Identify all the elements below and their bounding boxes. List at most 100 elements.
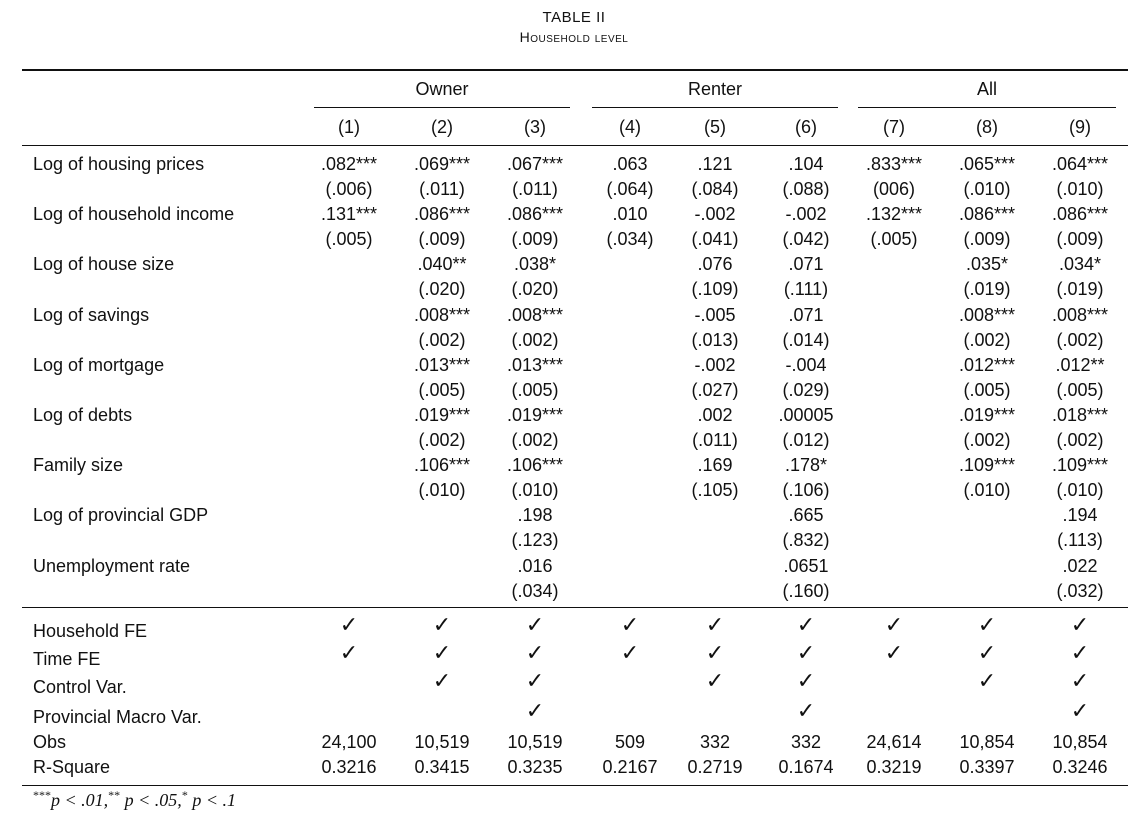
- indicator-label: Time FE: [33, 649, 101, 669]
- standard-error: (.009): [963, 229, 1011, 250]
- standard-error: (.009): [1056, 229, 1104, 250]
- coefficient: -.005: [694, 304, 736, 325]
- checkmark-icon: ✓: [620, 613, 640, 638]
- coefficient: -.002: [694, 354, 736, 375]
- coefficient: .063: [612, 154, 648, 174]
- stat-value: 0.2167: [602, 757, 658, 777]
- stat-value: 10,854: [1052, 732, 1108, 752]
- checkmark-icon: ✓: [1070, 669, 1090, 694]
- standard-error: (.034): [606, 229, 654, 250]
- coefficient: .169: [697, 455, 733, 476]
- stat-value: 10,854: [959, 732, 1015, 752]
- standard-error: (.084): [691, 179, 739, 199]
- standard-error: (.002): [418, 329, 466, 350]
- standard-error: (.005): [963, 379, 1011, 400]
- coefficient: .022: [1062, 555, 1098, 576]
- column-header: (8): [976, 117, 998, 137]
- coefficient: .019***: [506, 405, 564, 425]
- standard-error: (.011): [419, 179, 465, 199]
- coefficient: .00005: [778, 405, 834, 425]
- standard-error: (.002): [511, 329, 559, 350]
- checkmark-icon: ✓: [432, 669, 452, 694]
- coefficient: .198: [517, 505, 553, 526]
- controls-rule: [22, 607, 1128, 608]
- stat-value: 509: [614, 732, 646, 752]
- standard-error: (.041): [691, 229, 739, 250]
- checkmark-icon: ✓: [796, 613, 816, 638]
- standard-error: (.002): [418, 430, 466, 450]
- standard-error: (.010): [963, 480, 1011, 501]
- coefficient: -.002: [694, 204, 736, 225]
- group-header: Renter: [687, 79, 743, 99]
- coefficient: .012**: [1055, 354, 1105, 375]
- standard-error: (.113): [1057, 530, 1103, 551]
- coefficient: .012***: [958, 354, 1016, 375]
- checkmark-icon: ✓: [884, 641, 904, 666]
- row-label: Family size: [33, 455, 124, 476]
- stat-value: 0.3235: [507, 757, 563, 777]
- coefficient: .086***: [506, 204, 564, 225]
- coefficient: .019***: [413, 405, 471, 425]
- stat-value: 0.1674: [778, 757, 834, 777]
- coefficient: .086***: [413, 204, 471, 225]
- coefficient: .018***: [1051, 405, 1109, 425]
- group-underline: [858, 107, 1116, 108]
- group-header: Owner: [415, 79, 469, 99]
- coefficient: .040**: [417, 254, 467, 275]
- coefficient: .104: [788, 154, 824, 174]
- checkmark-icon: ✓: [525, 699, 545, 724]
- coefficient: .013***: [506, 354, 564, 375]
- coefficient: .008***: [506, 304, 564, 325]
- coefficient: .086***: [1051, 204, 1109, 225]
- standard-error: (.106): [782, 480, 830, 501]
- checkmark-icon: ✓: [1070, 699, 1090, 724]
- coefficient: .082***: [320, 154, 378, 174]
- coefficient: .071: [788, 304, 824, 325]
- checkmark-icon: ✓: [705, 641, 725, 666]
- standard-error: (.032): [1056, 580, 1104, 601]
- stat-value: 0.3397: [959, 757, 1015, 777]
- checkmark-icon: ✓: [977, 641, 997, 666]
- row-label: Log of household income: [33, 204, 235, 225]
- stat-value: 332: [790, 732, 822, 752]
- standard-error: (.019): [963, 279, 1011, 300]
- coefficient: .194: [1062, 505, 1098, 526]
- stat-value: 0.3415: [414, 757, 470, 777]
- coefficient: .010: [612, 204, 648, 225]
- standard-error: (.002): [963, 430, 1011, 450]
- standard-error: (.010): [511, 480, 559, 501]
- coefficient: .019***: [958, 405, 1016, 425]
- checkmark-icon: ✓: [339, 613, 359, 638]
- standard-error: (.064): [606, 179, 654, 199]
- column-header: (7): [883, 117, 905, 137]
- stat-value: 24,614: [866, 732, 922, 752]
- coefficient: .013***: [413, 354, 471, 375]
- standard-error: (.111): [783, 279, 829, 300]
- header-rule: [22, 145, 1128, 146]
- checkmark-icon: ✓: [977, 669, 997, 694]
- coefficient: .106***: [506, 455, 564, 476]
- coefficient: .067***: [506, 154, 564, 174]
- coefficient: .132***: [865, 204, 923, 225]
- column-header: (1): [338, 117, 360, 137]
- indicator-label: Control Var.: [33, 677, 127, 697]
- stat-value: 332: [699, 732, 731, 752]
- standard-error: (.013): [691, 329, 739, 350]
- standard-error: (.088): [782, 179, 830, 199]
- table-subtitle: Household level: [519, 29, 629, 45]
- row-label: Unemployment rate: [33, 555, 191, 576]
- indicator-label: Household FE: [33, 621, 148, 641]
- coefficient: .131***: [320, 204, 378, 225]
- standard-error: (.005): [511, 379, 559, 400]
- standard-error: (.020): [511, 279, 559, 300]
- checkmark-icon: ✓: [796, 641, 816, 666]
- standard-error: (.002): [511, 430, 559, 450]
- standard-error: (.105): [691, 480, 739, 501]
- standard-error: (.020): [418, 279, 466, 300]
- checkmark-icon: ✓: [1070, 641, 1090, 666]
- standard-error: (.002): [1056, 329, 1104, 350]
- coefficient: .665: [788, 505, 824, 526]
- table-title: TABLE II: [542, 9, 606, 26]
- coefficient: .109***: [1051, 455, 1109, 476]
- standard-error: (006): [872, 179, 916, 199]
